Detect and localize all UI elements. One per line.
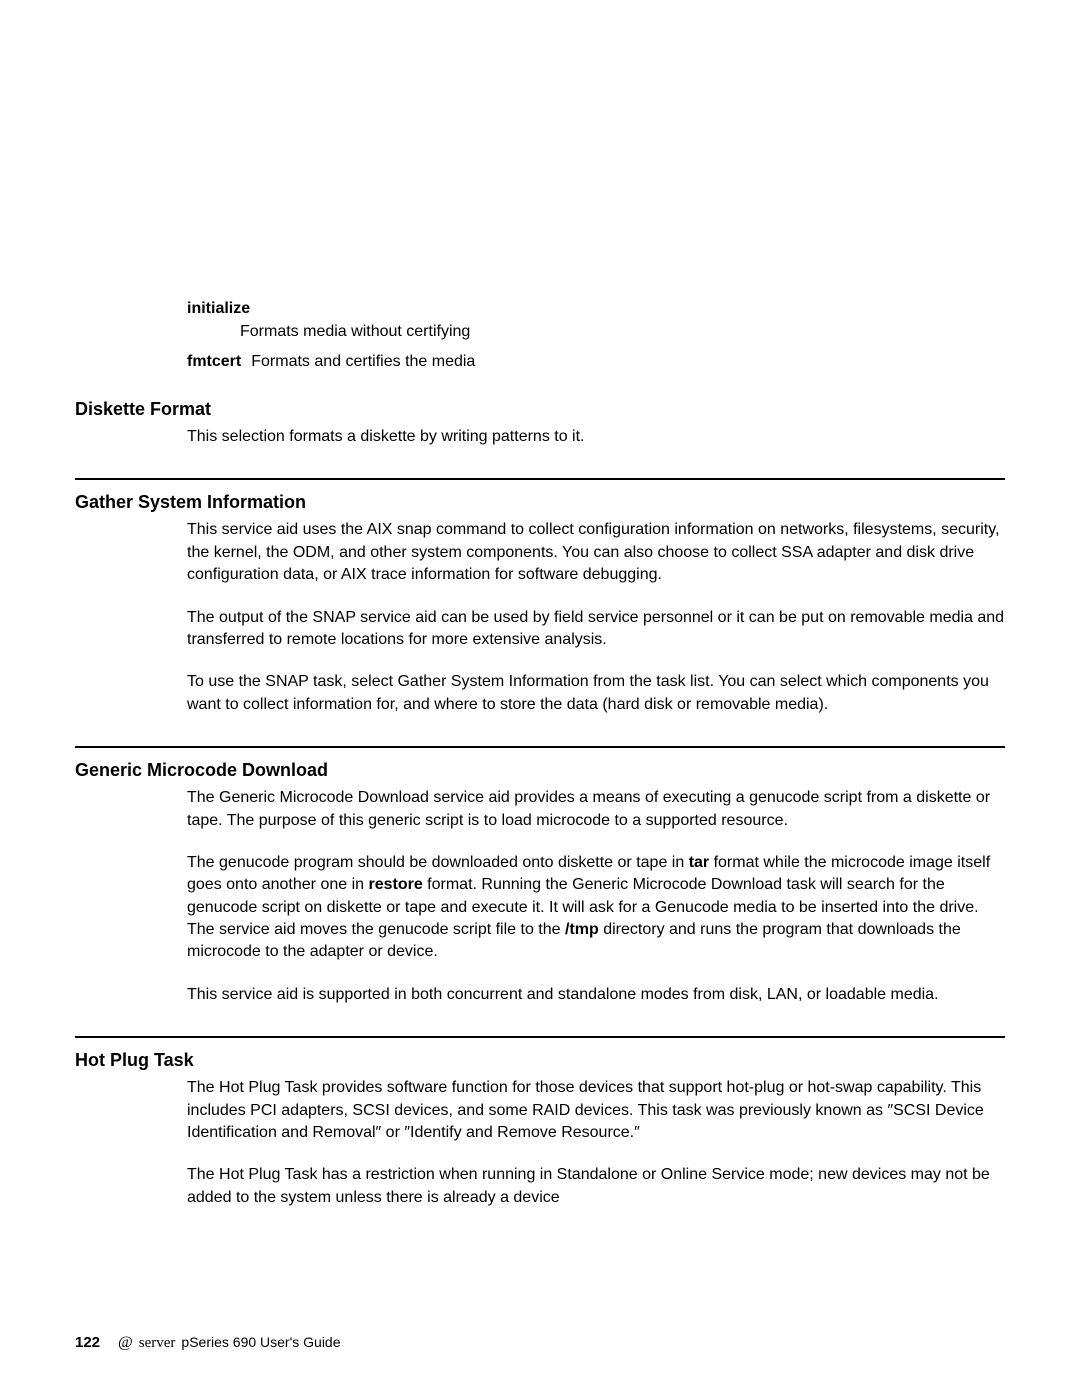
diskette-p1: This selection formats a diskette by wri… [187,426,1005,448]
generic-p2: The genucode program should be downloade… [187,852,1005,964]
def-desc-fmtcert: Formats and certifies the media [251,353,475,371]
at-symbol-icon: @ [118,1334,133,1352]
generic-p3: This service aid is supported in both co… [187,984,1005,1006]
page-footer: 122 @ server pSeries 690 User's Guide [75,1334,341,1352]
gather-p1: This service aid uses the AIX snap comma… [187,519,1005,586]
heading-generic-microcode: Generic Microcode Download [75,760,1005,781]
gather-p3: To use the SNAP task, select Gather Syst… [187,671,1005,716]
section-rule [75,478,1005,480]
generic-p1: The Generic Microcode Download service a… [187,787,1005,832]
eserver-logo: server [139,1335,176,1352]
guide-title: pSeries 690 User's Guide [181,1334,340,1350]
heading-diskette-format: Diskette Format [75,399,1005,420]
def-term-initialize: initialize [187,300,1005,318]
heading-gather-system: Gather System Information [75,492,1005,513]
page-number: 122 [75,1334,100,1351]
heading-hot-plug: Hot Plug Task [75,1050,1005,1071]
generic-p2-restore: restore [368,876,422,893]
def-term-fmtcert: fmtcert [187,353,241,371]
footer-brand: @ server pSeries 690 User's Guide [118,1334,340,1352]
generic-p2-tar: tar [689,854,709,871]
section-rule [75,746,1005,748]
hotplug-p1: The Hot Plug Task provides software func… [187,1077,1005,1144]
gather-p2: The output of the SNAP service aid can b… [187,607,1005,652]
hotplug-p2: The Hot Plug Task has a restriction when… [187,1164,1005,1209]
definition-list: initialize Formats media without certify… [75,300,1005,371]
page-content: initialize Formats media without certify… [75,300,1005,1221]
generic-p2-seg1: The genucode program should be downloade… [187,854,689,871]
def-desc-initialize: Formats media without certifying [240,323,1005,341]
def-fmtcert: fmtcert Formats and certifies the media [187,353,1005,371]
generic-p2-tmp: /tmp [565,921,599,938]
section-rule [75,1036,1005,1038]
